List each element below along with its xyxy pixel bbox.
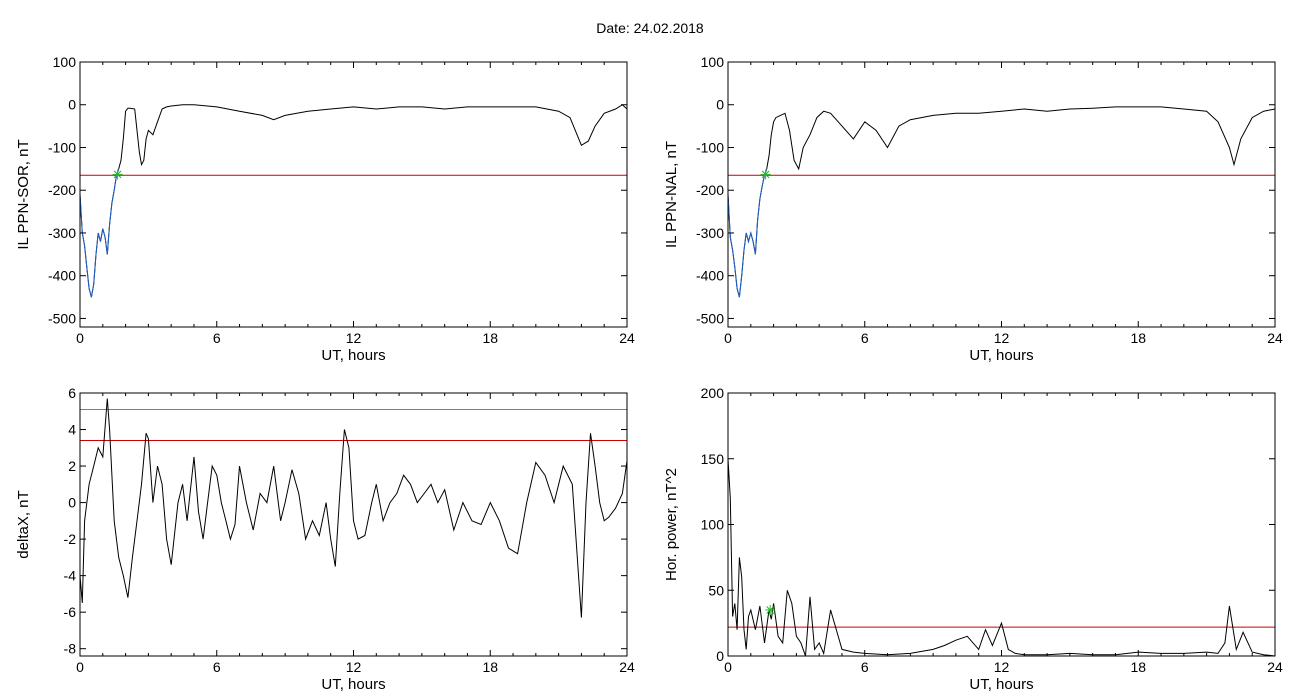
- x-tick-label: 24: [619, 659, 635, 675]
- plot-frame: [79, 61, 628, 328]
- y-tick-label: 100: [701, 517, 725, 533]
- y-tick-label: -200: [696, 182, 724, 198]
- x-tick-label: 18: [482, 330, 498, 346]
- x-tick-label: 0: [724, 330, 732, 346]
- x-tick-label: 12: [994, 659, 1010, 675]
- y-tick-label: -400: [48, 268, 76, 284]
- date-value: 24.02.2018: [633, 20, 704, 36]
- plot-frame: [79, 392, 628, 657]
- y-tick-label: -500: [696, 310, 724, 326]
- x-axis-label: UT, hours: [321, 347, 385, 364]
- y-tick-label: 0: [68, 97, 76, 113]
- x-tick-label: 6: [861, 330, 869, 346]
- x-axis-label: UT, hours: [321, 676, 385, 693]
- y-tick-label: -300: [696, 225, 724, 241]
- y-tick-label: 100: [53, 54, 77, 70]
- figure-date-title: Date: 24.02.2018: [0, 20, 1300, 36]
- chart-il-sor: 0 6 12 18 24 100 0 -100 -200 -300 -400 -500 UT, hour…: [15, 54, 635, 364]
- y-axis-label: IL PPN-NAL, nT: [663, 141, 680, 248]
- x-tick-label: 18: [1130, 659, 1146, 675]
- x-tick-label: 0: [724, 659, 732, 675]
- plot-frame: [727, 392, 1276, 657]
- y-tick-label: -400: [696, 268, 724, 284]
- y-tick-label: -300: [48, 225, 76, 241]
- y-tick-label: -6: [64, 604, 77, 620]
- y-tick-label: -8: [64, 641, 77, 657]
- y-tick-label: 6: [68, 385, 76, 401]
- y-tick-label: -100: [696, 139, 724, 155]
- y-tick-label: 100: [701, 54, 725, 70]
- y-axis-label: deltaX, nT: [15, 490, 32, 558]
- date-label: Date:: [596, 20, 630, 36]
- y-tick-label: 2: [68, 458, 76, 474]
- marker-star: [765, 604, 776, 615]
- x-tick-label: 6: [213, 330, 221, 346]
- y-tick-label: 150: [701, 451, 725, 467]
- chart-delta-x: 0 6 12 18 24 6 4 2 0 -2 -4 -6 -8 UT, hours deltaX, nT: [15, 385, 635, 693]
- x-tick-label: 12: [994, 330, 1010, 346]
- y-tick-label: -2: [64, 531, 77, 547]
- x-tick-label: 18: [1130, 330, 1146, 346]
- chart-hor-power: 0 6 12 18 24 200 150 100 50 0 UT, hours Hor. power,…: [663, 385, 1283, 693]
- series-line-0: [80, 104, 627, 298]
- series-line-0: [728, 458, 1275, 656]
- x-tick-label: 0: [76, 659, 84, 675]
- y-tick-label: 0: [716, 648, 724, 664]
- series-highlight-segment: [80, 168, 120, 298]
- x-tick-label: 18: [482, 659, 498, 675]
- y-tick-label: -100: [48, 139, 76, 155]
- y-tick-label: -4: [64, 568, 77, 584]
- x-tick-label: 24: [619, 330, 635, 346]
- y-tick-label: 0: [716, 97, 724, 113]
- x-axis-label: UT, hours: [969, 676, 1033, 693]
- series-line-0: [80, 398, 627, 618]
- y-tick-label: 4: [68, 422, 76, 438]
- x-tick-label: 24: [1267, 330, 1283, 346]
- x-tick-label: 6: [861, 659, 869, 675]
- y-tick-label: 50: [708, 582, 724, 598]
- y-tick-label: -500: [48, 310, 76, 326]
- marker-star: [112, 169, 123, 180]
- y-axis-label: IL PPN-SOR, nT: [15, 139, 32, 249]
- x-tick-label: 12: [346, 659, 362, 675]
- chart-il-nal: 0 6 12 18 24 100 0 -100 -200 -300 -400 -500 UT, hour…: [663, 54, 1283, 364]
- marker-star: [760, 169, 771, 180]
- x-tick-label: 0: [76, 330, 84, 346]
- x-axis-label: UT, hours: [969, 347, 1033, 364]
- series-highlight-segment: [728, 168, 768, 298]
- y-axis-label: Hor. power, nT^2: [663, 468, 680, 581]
- y-tick-label: 0: [68, 495, 76, 511]
- x-tick-label: 24: [1267, 659, 1283, 675]
- series-line-0: [728, 106, 1275, 298]
- plot-frame: [727, 61, 1276, 328]
- y-tick-label: 200: [701, 385, 725, 401]
- x-tick-label: 6: [213, 659, 221, 675]
- x-tick-label: 12: [346, 330, 362, 346]
- y-tick-label: -200: [48, 182, 76, 198]
